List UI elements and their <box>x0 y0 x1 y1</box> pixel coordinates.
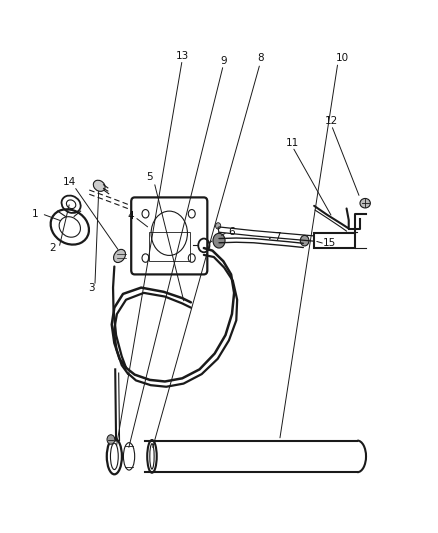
Text: 7: 7 <box>274 232 281 243</box>
Circle shape <box>300 236 309 246</box>
Text: 5: 5 <box>146 172 153 182</box>
Bar <box>314 233 355 248</box>
Text: 2: 2 <box>49 243 56 253</box>
Text: 1: 1 <box>32 209 39 219</box>
Text: 8: 8 <box>257 53 263 63</box>
Text: 14: 14 <box>63 177 77 187</box>
Text: 4: 4 <box>127 212 134 221</box>
Ellipse shape <box>93 180 105 191</box>
Text: 3: 3 <box>88 282 95 293</box>
Circle shape <box>107 435 115 444</box>
Text: 13: 13 <box>176 51 189 61</box>
Ellipse shape <box>360 198 371 208</box>
Text: 10: 10 <box>336 53 349 63</box>
Text: 12: 12 <box>325 116 338 126</box>
Text: 6: 6 <box>229 227 235 237</box>
Text: 11: 11 <box>286 138 299 148</box>
Circle shape <box>213 233 225 248</box>
Bar <box>148 232 190 261</box>
Text: 9: 9 <box>220 56 226 66</box>
Text: 15: 15 <box>323 238 336 248</box>
Ellipse shape <box>113 249 126 263</box>
Circle shape <box>215 223 221 229</box>
